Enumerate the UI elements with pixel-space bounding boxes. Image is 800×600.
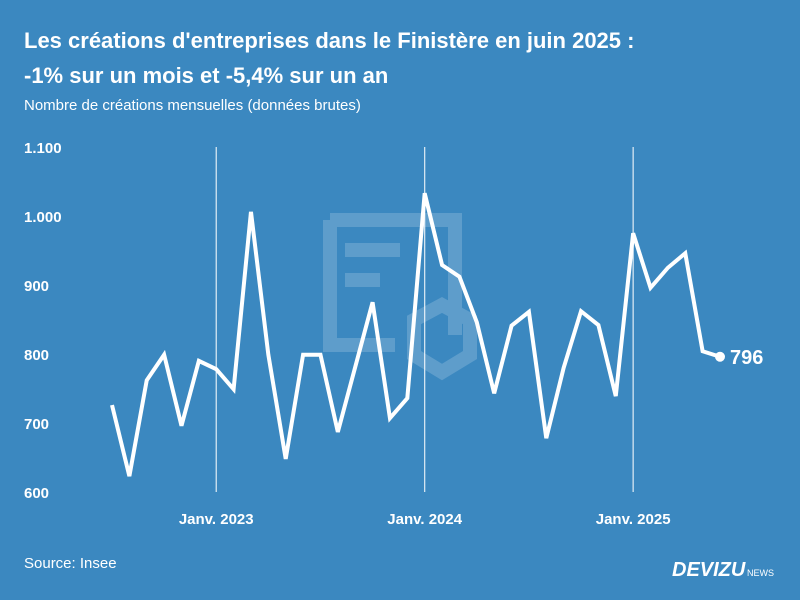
x-tick-label: Janv. 2023 — [179, 511, 254, 528]
y-tick-label: 600 — [24, 485, 49, 502]
y-tick-label: 700 — [24, 416, 49, 433]
x-tick-label: Janv. 2025 — [596, 511, 671, 528]
y-tick-label: 1.100 — [24, 140, 62, 157]
y-tick-label: 900 — [24, 278, 49, 295]
chart-subtitle: Nombre de créations mensuelles (données … — [24, 97, 361, 114]
end-point — [715, 351, 725, 362]
brand-suffix: NEWS — [747, 568, 774, 578]
chart-title: -1% sur un mois et -5,4% sur un an — [24, 63, 388, 88]
chart-title: Les créations d'entreprises dans le Fini… — [24, 28, 634, 53]
source: Source: Insee — [24, 555, 117, 572]
y-tick-label: 800 — [24, 347, 49, 364]
y-tick-label: 1.000 — [24, 209, 62, 226]
line — [110, 192, 721, 477]
brand: DEVIZU — [672, 559, 746, 581]
data-label: 796 — [730, 347, 763, 369]
watermark — [323, 213, 477, 381]
x-tick-label: Janv. 2024 — [387, 511, 462, 528]
